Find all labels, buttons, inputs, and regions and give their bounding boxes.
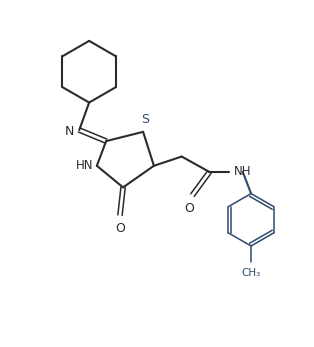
Text: CH₃: CH₃ — [241, 268, 261, 278]
Text: S: S — [142, 113, 149, 126]
Text: N: N — [64, 125, 74, 138]
Text: HN: HN — [76, 159, 93, 172]
Text: NH: NH — [234, 166, 252, 178]
Text: O: O — [115, 222, 125, 235]
Text: O: O — [184, 202, 194, 215]
